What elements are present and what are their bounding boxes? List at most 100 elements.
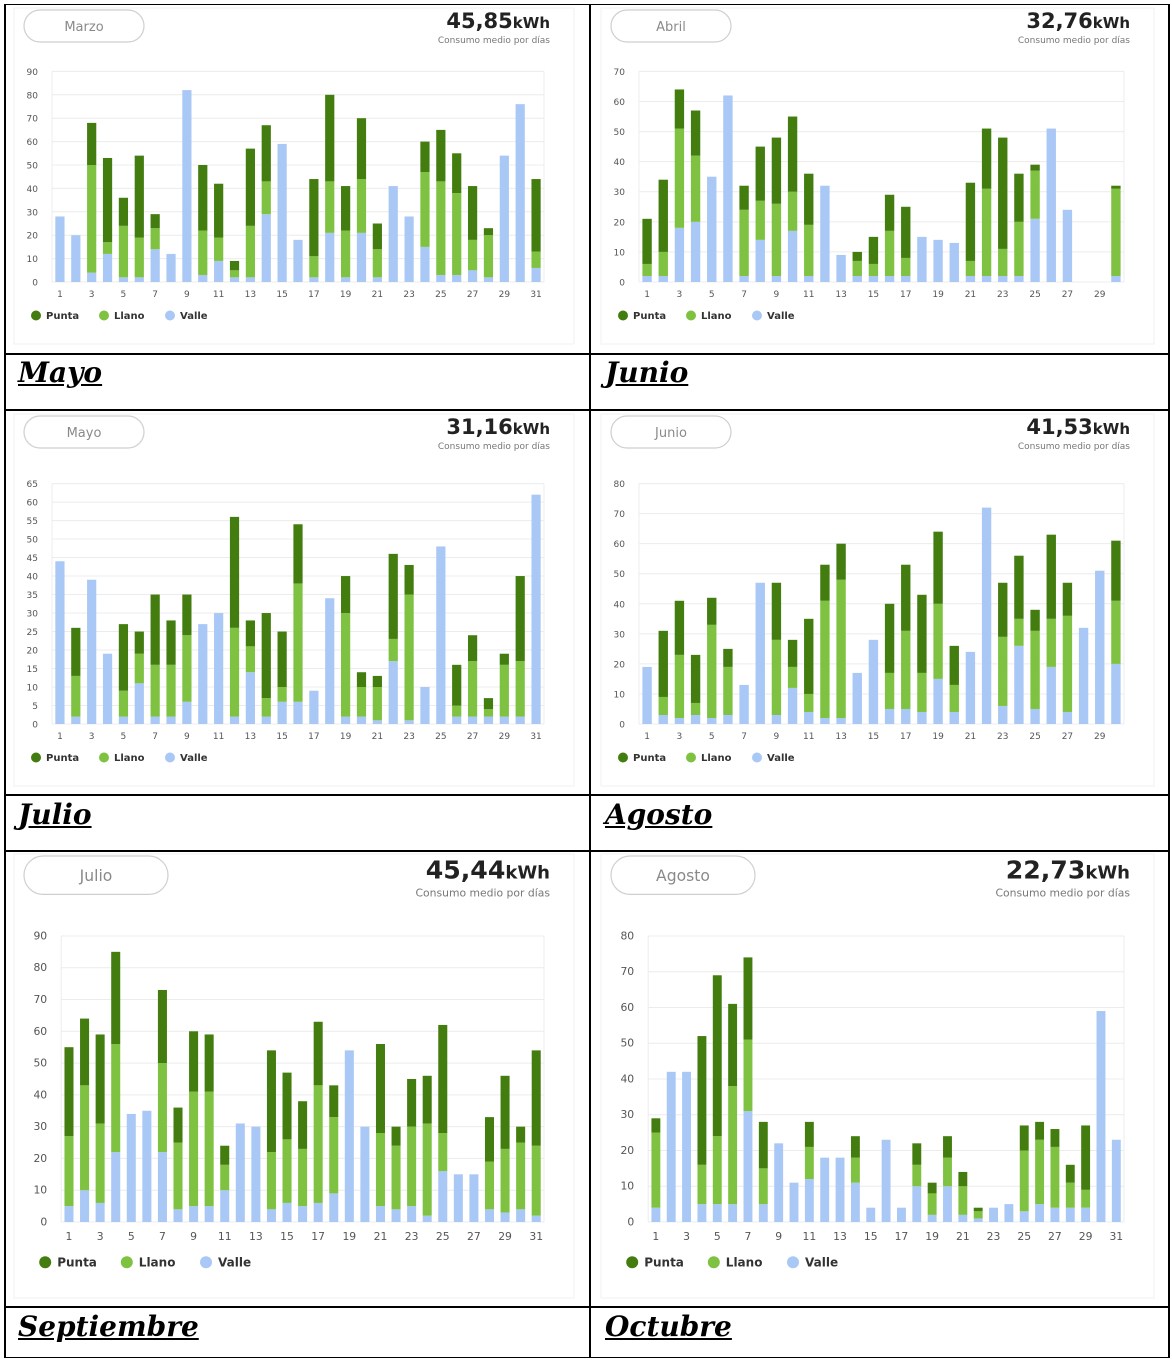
y-tick-label: 35 — [27, 591, 38, 601]
month-pill-label: Agosto — [656, 867, 710, 885]
bar-valle-day-26 — [1046, 128, 1056, 282]
bar-llano-day-1 — [64, 1136, 74, 1207]
y-tick-label: 70 — [614, 510, 626, 520]
x-tick-label: 11 — [802, 1230, 816, 1243]
bar-llano-day-25 — [436, 181, 446, 275]
y-tick-label: 60 — [614, 98, 626, 108]
bar-llano-day-12 — [820, 600, 830, 718]
bar-valle-day-22 — [388, 186, 398, 282]
bar-valle-day-25 — [436, 274, 446, 282]
bar-punta-day-19 — [933, 531, 943, 604]
section-label-septiembre: Septiembre — [18, 1310, 199, 1343]
bar-punta-day-17 — [313, 1021, 323, 1086]
bar-llano-day-21 — [375, 1133, 385, 1207]
month-pill — [23, 415, 145, 449]
x-tick-label: 13 — [833, 1230, 847, 1243]
bar-valle-day-16 — [884, 708, 895, 724]
bar-valle-day-19 — [341, 716, 351, 724]
bar-valle-day-7 — [739, 275, 749, 282]
y-tick-label: 80 — [620, 929, 634, 942]
bar-llano-day-4 — [111, 1044, 121, 1153]
bar-punta-day-26 — [452, 153, 462, 194]
bar-punta-day-10 — [204, 1034, 214, 1092]
chart-abril: Abril 32,76kWh Consumo medio por días 0 10 20… — [600, 7, 1155, 345]
bar-valle-day-3 — [95, 1202, 105, 1222]
x-tick-label: 1 — [644, 290, 650, 300]
bar-punta-day-21 — [372, 675, 382, 688]
y-tick-label: 30 — [27, 610, 39, 620]
x-tick-label: 23 — [997, 732, 1008, 742]
bar-valle-day-14 — [266, 1209, 276, 1222]
bar-punta-day-11 — [804, 1121, 814, 1147]
x-tick-label: 9 — [190, 1230, 197, 1243]
bar-punta-day-4 — [697, 1036, 707, 1165]
y-tick-label: 60 — [27, 499, 39, 509]
x-tick-label: 9 — [184, 290, 190, 300]
x-tick-label: 27 — [467, 732, 478, 742]
bar-valle-day-26 — [1035, 1204, 1045, 1222]
x-tick-label: 27 — [1062, 732, 1073, 742]
bar-punta-day-20 — [356, 672, 367, 688]
legend-label-valle: Valle — [180, 753, 208, 764]
bar-punta-day-6 — [723, 648, 733, 667]
bar-llano-day-3 — [95, 1123, 105, 1203]
bar-valle-day-10 — [198, 274, 208, 282]
bar-punta-day-4 — [690, 654, 701, 703]
bar-punta-day-21 — [372, 223, 382, 250]
bar-llano-day-11 — [804, 693, 814, 712]
x-tick-label: 25 — [1029, 732, 1040, 742]
x-tick-label: 1 — [57, 290, 63, 300]
x-tick-label: 3 — [677, 290, 683, 300]
legend-dot-valle — [200, 1256, 212, 1269]
average-subtitle: Consumo medio por días — [438, 36, 550, 46]
bar-valle-day-23 — [404, 216, 414, 282]
bar-valle-day-1 — [55, 561, 65, 724]
comparison-table: Marzo 45,85kWh Consumo medio por días 0 10 20… — [4, 4, 1170, 1358]
bar-valle-day-8 — [166, 253, 176, 282]
bar-valle-day-22 — [391, 1209, 401, 1222]
average-subtitle: Consumo medio por días — [996, 886, 1131, 899]
x-tick-label: 1 — [57, 732, 63, 742]
bar-valle-day-24 — [422, 1215, 432, 1222]
label-cell: Agosto — [591, 796, 1170, 852]
bar-valle-day-14 — [850, 1182, 860, 1222]
bar-valle-day-16 — [293, 239, 303, 282]
bar-valle-day-27 — [469, 1174, 479, 1222]
x-tick-label: 17 — [895, 1230, 909, 1243]
y-tick-label: 30 — [620, 1108, 634, 1121]
bar-llano-day-5 — [707, 624, 717, 718]
bar-valle-day-10 — [198, 624, 208, 724]
table-border — [4, 794, 1170, 796]
bar-punta-day-3 — [674, 600, 685, 655]
bar-valle-day-6 — [134, 683, 144, 724]
y-tick-label: 50 — [614, 570, 626, 580]
bar-punta-day-23 — [407, 1078, 417, 1127]
bar-valle-day-6 — [134, 277, 144, 282]
bar-valle-day-28 — [1065, 1207, 1075, 1222]
x-tick-label: 7 — [159, 1230, 166, 1243]
x-tick-label: 19 — [340, 290, 352, 300]
bar-valle-day-16 — [884, 275, 895, 282]
y-tick-label: 50 — [33, 1057, 47, 1070]
bar-valle-day-24 — [1004, 1204, 1014, 1222]
x-tick-label: 29 — [1094, 290, 1106, 300]
legend-label-llano: Llano — [114, 311, 145, 322]
bar-llano-day-8 — [173, 1142, 183, 1210]
y-tick-label: 70 — [620, 965, 634, 978]
y-tick-label: 40 — [27, 573, 39, 583]
x-tick-label: 11 — [213, 290, 224, 300]
bar-llano-day-30 — [1111, 600, 1121, 664]
bar-punta-day-6 — [728, 1003, 738, 1087]
x-tick-label: 1 — [66, 1230, 73, 1243]
bar-punta-day-20 — [356, 118, 367, 180]
bar-valle-day-1 — [64, 1206, 74, 1222]
bar-llano-day-9 — [189, 1091, 199, 1207]
x-tick-label: 5 — [709, 732, 715, 742]
bar-punta-day-25 — [1030, 164, 1040, 171]
bar-punta-day-8 — [758, 1121, 768, 1169]
bar-llano-day-27 — [1050, 1146, 1060, 1208]
bar-punta-day-12 — [229, 260, 240, 271]
bar-valle-day-1 — [642, 666, 652, 724]
bar-punta-day-24 — [1014, 173, 1024, 222]
table-border — [4, 353, 1170, 355]
